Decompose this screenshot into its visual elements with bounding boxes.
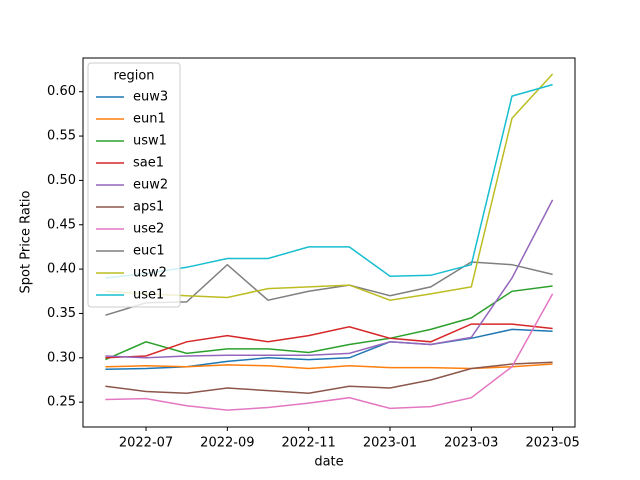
legend-label: use2 (133, 222, 164, 237)
x-tick-label: 2022-09 (200, 436, 254, 451)
x-tick-label: 2022-11 (282, 436, 336, 451)
legend-label: usw1 (133, 134, 167, 149)
legend-label: euw3 (133, 90, 168, 105)
y-tick-label: 0.55 (47, 129, 76, 144)
legend-box (87, 62, 181, 308)
x-tick-label: 2022-07 (119, 436, 173, 451)
legend-label: eun1 (133, 112, 166, 127)
legend-label: usw2 (133, 266, 167, 281)
legend-label: sae1 (133, 156, 164, 171)
series-line (105, 199, 554, 359)
legend-title: region (113, 69, 154, 84)
y-tick-label: 0.60 (47, 84, 76, 99)
x-tick-label: 2023-05 (525, 436, 579, 451)
plot-frame (82, 57, 576, 428)
legend-label: use1 (133, 288, 164, 303)
legend-label: aps1 (133, 200, 164, 215)
y-tick-label: 0.45 (47, 217, 76, 232)
x-axis-label: date (314, 455, 343, 470)
series-line (105, 285, 553, 361)
legend-label: euw2 (133, 178, 168, 193)
series-line (105, 293, 554, 411)
x-tick-label: 2023-01 (363, 436, 417, 451)
y-tick-label: 0.50 (47, 173, 76, 188)
y-tick-label: 0.35 (47, 306, 76, 321)
series-line (105, 323, 553, 359)
y-axis-label: Spot Price Ratio (19, 191, 34, 294)
y-tick-label: 0.40 (47, 262, 76, 277)
y-tick-label: 0.30 (47, 350, 76, 365)
x-tick-label: 2023-03 (444, 436, 498, 451)
y-tick-label: 0.25 (47, 395, 76, 410)
legend-label: euc1 (133, 244, 165, 259)
series-line (105, 361, 553, 395)
